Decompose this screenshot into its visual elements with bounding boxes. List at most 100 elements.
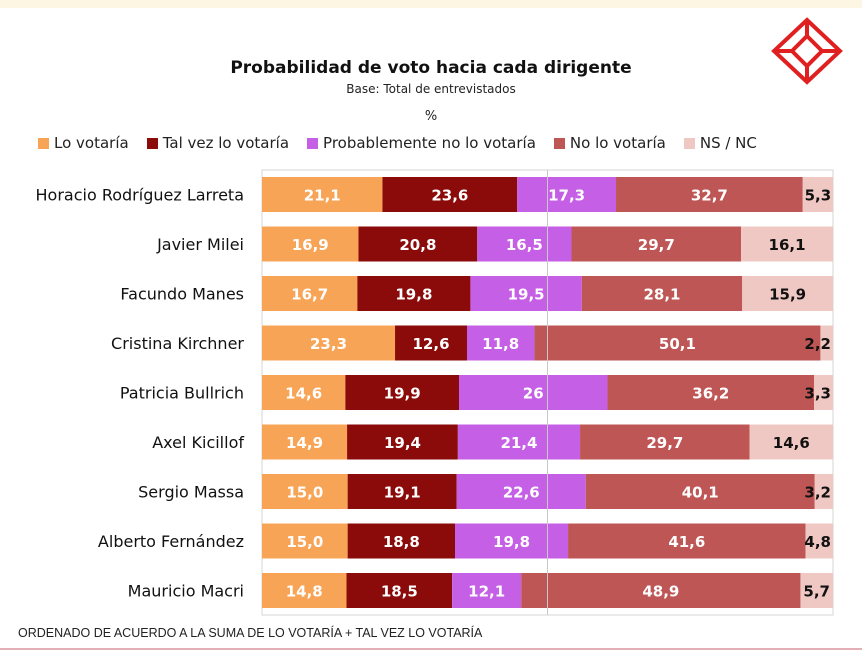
bar-segment-tal-vez [358,226,478,262]
value-label-probablemente-no: 19,8 [493,533,530,551]
value-label-probablemente-no: 11,8 [482,335,519,353]
bar-segment-ns-nc [805,523,833,559]
category-label: Javier Milei [156,235,244,254]
legend-label: No lo votaría [569,134,666,152]
bar-segment-tal-vez [345,375,459,410]
bar-segment-no-lo-votaria [568,523,806,559]
value-label-ns-nc: 5,7 [803,583,830,601]
bar-segment-ns-nc [802,177,833,212]
value-label-probablemente-no: 17,3 [548,187,585,205]
legend-item-no-lo-votaria: No lo votaría [553,134,666,152]
value-label-probablemente-no: 26 [523,385,544,403]
value-label-no-lo-votaria: 48,9 [642,583,679,601]
chart-subtitle: Base: Total de entrevistados [346,82,516,96]
value-label-probablemente-no: 16,5 [506,236,543,254]
legend-swatch [683,137,695,149]
bar-segment-lo-votaria [262,325,396,361]
value-label-tal-vez: 19,9 [384,385,421,403]
category-label: Sergio Massa [138,483,244,502]
bar-segment-no-lo-votaria [580,424,750,460]
bar-segment-tal-vez [346,573,453,608]
value-label-tal-vez: 20,8 [399,236,436,254]
bar-segment-probablemente-no [452,573,522,608]
bar-segment-no-lo-votaria [571,226,742,262]
chart-title: Probabilidad de voto hacia cada dirigent… [230,58,632,78]
legend-label: Lo votaría [54,134,129,152]
category-label: Horacio Rodríguez Larreta [36,186,244,205]
value-label-lo-votaria: 14,8 [286,583,323,601]
legend-swatch [553,137,565,149]
value-label-ns-nc: 2,2 [804,335,831,353]
value-label-ns-nc: 3,2 [804,484,831,502]
bar-segment-tal-vez [395,325,467,361]
bar-segment-probablemente-no [454,523,569,559]
bar-segment-tal-vez [382,177,518,212]
bar-segment-lo-votaria [262,177,383,212]
bar-segment-ns-nc [749,424,833,460]
legend-swatch [146,137,158,149]
bar-segment-lo-votaria [262,573,347,608]
bar-segment-ns-nc [814,375,833,410]
bar-segment-ns-nc [741,226,833,262]
value-label-ns-nc: 5,3 [805,187,832,205]
value-label-probablemente-no: 22,6 [503,484,540,502]
legend-item-tal-vez: Tal vez lo votaría [146,134,289,152]
top-band [0,0,862,8]
value-label-lo-votaria: 23,3 [310,335,347,353]
value-label-lo-votaria: 16,9 [292,236,329,254]
bar-segment-probablemente-no [466,325,535,361]
category-label: Alberto Fernández [98,532,244,551]
value-label-tal-vez: 19,4 [384,434,421,452]
bar-segment-ns-nc [814,474,833,509]
bar-segment-probablemente-no [457,424,581,460]
bar-segment-probablemente-no [458,375,608,410]
value-label-tal-vez: 23,6 [431,187,468,205]
legend-label: NS / NC [699,134,757,152]
legend-label: Probablemente no lo votaría [323,134,536,152]
value-label-lo-votaria: 16,7 [291,286,328,304]
unit-label: % [424,109,438,124]
value-label-tal-vez: 12,6 [413,335,450,353]
value-label-no-lo-votaria: 40,1 [682,484,719,502]
category-label: Patricia Bullrich [120,384,244,403]
bar-segment-no-lo-votaria [616,177,803,212]
footer-note: ORDENADO DE ACUERDO A LA SUMA DE LO VOTA… [18,626,483,640]
legend-item-probablemente-no: Probablemente no lo votaría [307,134,536,152]
bar-segment-no-lo-votaria [521,573,801,608]
value-label-lo-votaria: 15,0 [286,533,323,551]
bar-segment-ns-nc [820,325,833,361]
value-label-lo-votaria: 21,1 [304,187,341,205]
bar-segment-lo-votaria [262,226,359,262]
legend: Lo votaría Tal vez lo votaría Probableme… [38,134,775,152]
value-label-probablemente-no: 19,5 [508,286,545,304]
value-label-no-lo-votaria: 41,6 [668,533,705,551]
bar-segment-lo-votaria [262,424,348,460]
value-label-ns-nc: 3,3 [804,385,831,403]
legend-swatch [38,137,49,149]
legend-item-ns-nc: NS / NC [683,134,757,152]
bar-segment-probablemente-no [470,276,582,311]
category-label: Cristina Kirchner [111,334,244,353]
value-label-ns-nc: 15,9 [769,286,806,304]
value-label-probablemente-no: 12,1 [468,583,505,601]
bar-segment-lo-votaria [262,523,348,559]
bar-segment-probablemente-no [517,177,617,212]
bar-segment-probablemente-no [477,226,572,262]
value-label-lo-votaria: 15,0 [286,484,323,502]
value-label-no-lo-votaria: 28,1 [643,286,680,304]
category-label: Axel Kicillof [152,433,244,452]
bar-segment-no-lo-votaria [534,325,821,361]
value-label-no-lo-votaria: 29,7 [638,236,675,254]
bar-segment-no-lo-votaria [585,474,815,509]
value-label-no-lo-votaria: 32,7 [691,187,728,205]
bar-segment-tal-vez [347,474,457,509]
value-label-tal-vez: 18,5 [381,583,418,601]
value-label-no-lo-votaria: 29,7 [646,434,683,452]
brand-logo [771,17,843,85]
bar-segment-tal-vez [357,276,471,311]
value-label-ns-nc: 16,1 [769,236,806,254]
bar-segment-ns-nc [800,573,833,608]
value-label-ns-nc: 14,6 [773,434,810,452]
bar-segment-lo-votaria [262,375,346,410]
